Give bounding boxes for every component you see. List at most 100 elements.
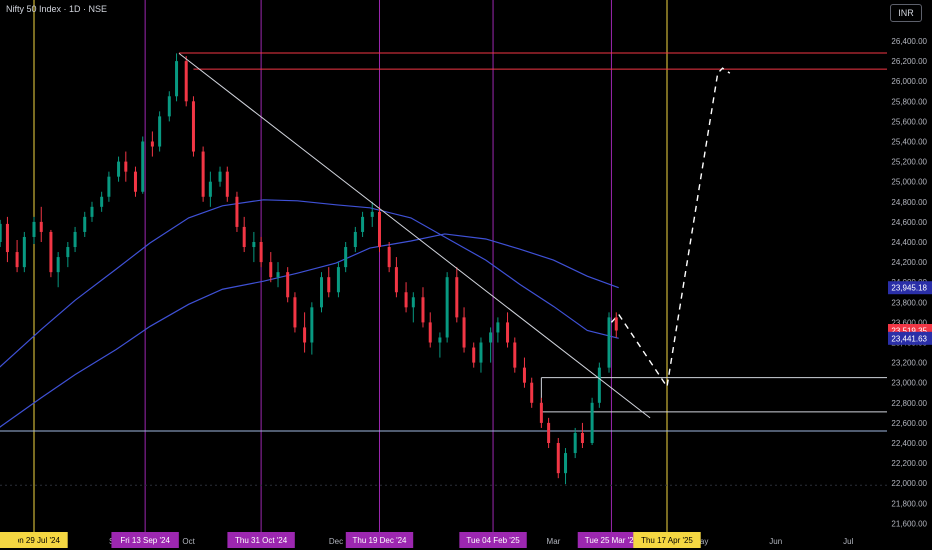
candle-body [421,297,425,323]
date-badge: Thu 31 Oct '24 [227,532,295,548]
price-label-background [888,331,932,345]
price-tick-label: 24,600.00 [891,218,927,227]
moving-average-line [0,199,619,368]
price-tick-label: 22,000.00 [891,479,927,488]
candle-body [556,443,560,474]
price-tick-label: 25,800.00 [891,97,927,106]
price-tick-label: 23,600.00 [891,318,927,327]
date-badge-label: Tue 04 Feb '25 [466,536,520,545]
price-tick-label: 25,400.00 [891,138,927,147]
price-tick-label: 24,800.00 [891,198,927,207]
date-badge-background [227,532,295,548]
candle-body [353,231,357,248]
candle-body [191,101,195,152]
candle-body [377,211,381,248]
candle-body [370,211,374,217]
price-label: 23,441.63 [888,331,932,345]
candle-body [235,196,239,227]
candle-body [590,402,594,443]
candle-body [445,277,449,338]
candle-body [286,272,290,298]
candle-body [252,242,256,248]
price-label-background [888,281,932,295]
date-badge-background [633,532,701,548]
price-tick-label: 26,200.00 [891,57,927,66]
candle-body [39,221,43,232]
candle-body [597,367,601,403]
price-label: 23,945.18 [888,281,932,295]
candle-body [336,267,340,293]
price-axis[interactable]: 21,600.00 21,800.00 22,000.00 22,200.00 22,4… [888,0,932,550]
candle-body [225,171,229,197]
price-tick-label: 22,600.00 [891,419,927,428]
candle-body [90,206,94,217]
candle-body [5,223,9,253]
price-tick-label: 25,600.00 [891,117,927,126]
date-badge-label: Tue 25 Mar '25 [585,536,639,545]
candle-body [276,272,280,278]
candle-body [133,171,137,192]
candle-body [184,61,188,102]
date-badge-background [111,532,179,548]
date-badge-background [459,532,527,548]
candle-body [361,216,365,232]
candle-body [15,252,19,268]
candle-body [259,242,263,263]
candle-body [175,61,179,97]
price-tick-label: 22,800.00 [891,399,927,408]
candle-body [208,181,212,197]
candle-body [242,226,246,248]
price-tick-label: 22,400.00 [891,439,927,448]
candle-body [56,257,60,273]
candle-body [201,151,205,197]
price-tick-label: 25,200.00 [891,158,927,167]
candle-body [455,277,459,318]
candle-body [83,216,87,232]
candle-body [472,347,476,363]
candle-body [462,317,466,348]
time-tick-label: Jul [843,537,853,546]
currency-button[interactable]: INR [890,4,922,22]
time-tick-label: May [693,537,708,546]
chart-title: Nifty 50 Index · 1D · NSE [6,4,108,14]
candle-body [438,337,442,343]
candle-body [607,317,611,368]
price-tick-label: 26,000.00 [891,77,927,86]
price-tick-label: 26,400.00 [891,37,927,46]
candle-body [124,161,128,172]
candle-body [428,322,432,343]
candle-body [573,432,577,454]
candle-body [513,342,517,368]
candle-body [293,297,297,328]
time-tick-label: Jun [769,537,782,546]
candle-body [496,322,500,333]
price-tick-label: 23,000.00 [891,379,927,388]
candle-body [32,221,36,237]
candle-body [218,171,222,182]
candle-body [539,402,543,423]
date-badge: Thu 19 Dec '24 [345,532,414,548]
candle-body [73,231,77,248]
date-badge-edge [0,532,18,548]
horizontal-levels [0,52,887,486]
price-tick-label: 25,000.00 [891,178,927,187]
date-badge: Tue 04 Feb '25 [459,532,527,548]
time-tick-label: Oct [182,537,195,546]
time-tick-label: Dec [329,537,343,546]
candle-body [303,327,307,343]
date-badge-background [577,532,646,548]
candle-body [404,292,408,308]
candle-body [489,332,493,343]
price-label-text: 23,519.35 [891,327,927,336]
date-badge-label: Thu 19 Dec '24 [352,536,407,545]
candle-body [0,223,2,242]
date-badge: Fri 13 Sep '24 [111,532,179,548]
price-tick-label: 22,200.00 [891,459,927,468]
candle-body [269,262,273,278]
candle-body [530,382,534,403]
candle-body [66,247,70,258]
candle-body [49,231,53,273]
